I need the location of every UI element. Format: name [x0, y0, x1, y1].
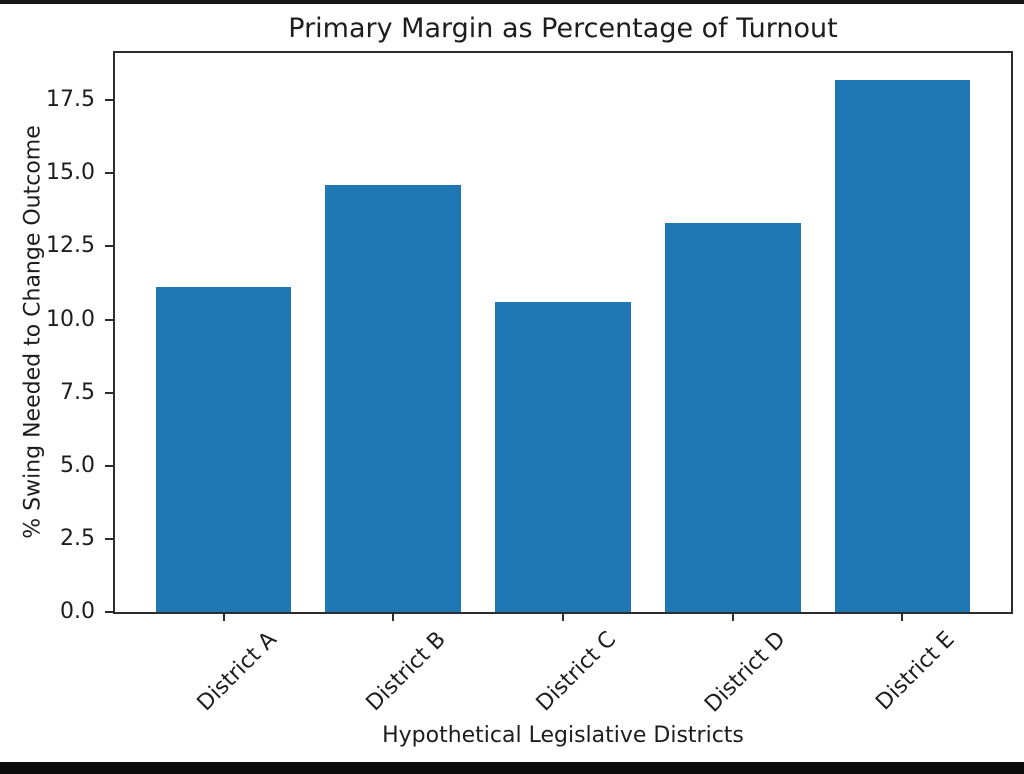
x-tick-mark: [562, 612, 564, 621]
chart-title: Primary Margin as Percentage of Turnout: [288, 13, 838, 44]
x-tick-mark: [731, 612, 734, 621]
y-tick-label: 0.0: [60, 599, 95, 624]
x-tick-label-district-b: District B: [361, 627, 451, 717]
y-tick-label: 7.5: [60, 379, 95, 405]
y-tick-mark: [105, 172, 113, 175]
plot-area: 0.0 2.5 5.0 7.5 10.0 12.5 15.0 17.5 District A Di…: [46, 51, 1013, 717]
x-tick-label-district-d: District D: [699, 627, 791, 718]
y-tick-label: 10.0: [46, 306, 95, 332]
y-tick-mark: [105, 245, 113, 248]
bar-district-b: [325, 184, 462, 612]
y-tick-mark: [105, 318, 113, 321]
x-tick-label-district-e: District E: [871, 627, 961, 716]
y-tick-label: 12.5: [46, 233, 95, 259]
x-tick-mark: [392, 612, 395, 621]
y-tick-label: 5.0: [60, 452, 95, 478]
x-tick-label-district-c: District C: [531, 627, 621, 717]
y-tick-mark: [105, 464, 113, 467]
y-tick-mark: [105, 611, 113, 613]
bar-district-a: [155, 287, 292, 612]
y-tick-label: 15.0: [46, 160, 95, 186]
x-tick-mark: [901, 612, 904, 621]
y-tick-mark: [105, 537, 113, 540]
y-tick-label: 2.5: [60, 525, 95, 551]
x-tick-mark: [222, 612, 225, 621]
y-tick-mark: [105, 99, 113, 102]
bottom-frame-bar: [0, 762, 1024, 774]
y-tick-label: 17.5: [46, 87, 95, 113]
y-tick-mark: [105, 391, 113, 394]
x-axis-label: Hypothetical Legislative Districts: [382, 723, 744, 748]
x-tick-label-district-a: District A: [192, 627, 282, 717]
top-frame-bar: [0, 0, 1024, 4]
bar-district-c: [495, 301, 631, 612]
bar-district-d: [664, 223, 801, 612]
bar-district-e: [834, 79, 971, 612]
